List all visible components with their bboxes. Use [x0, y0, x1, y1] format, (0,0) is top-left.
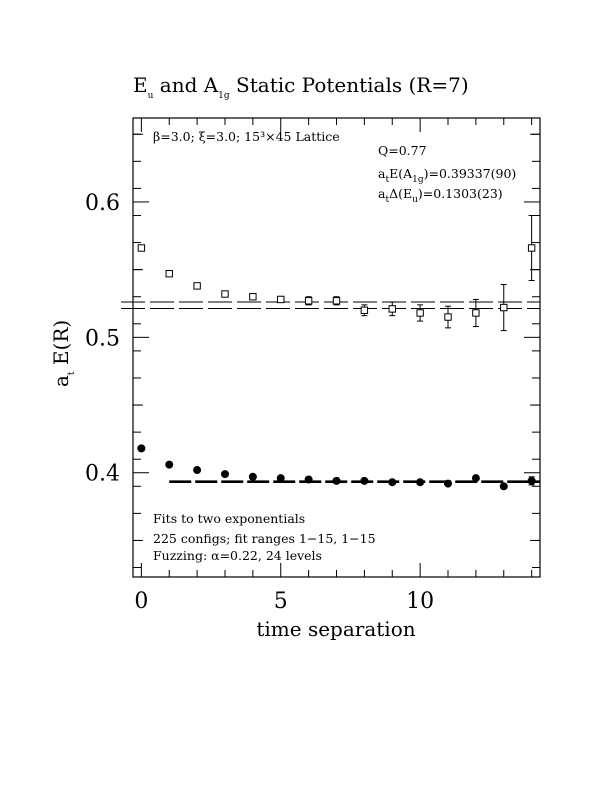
a1g-point	[137, 444, 146, 453]
eu-fit-mid: Δ(E	[389, 186, 412, 201]
a1g-fit-sub-t: t	[385, 175, 389, 185]
a1g-point	[388, 478, 397, 487]
eu-point	[165, 270, 173, 278]
a1g-point	[165, 460, 174, 469]
configs-annotation: 225 configs; fit ranges 1−15, 1−15	[153, 531, 376, 546]
x-tick-label: 10	[406, 589, 434, 614]
a1g-fit-sub-1g: 1g	[412, 175, 424, 185]
y-axis-label-tail: E(R)	[49, 320, 73, 372]
eu-point	[277, 295, 285, 304]
title-a1g-sub: 1g	[218, 91, 230, 101]
lattice-annotation: β=3.0; ξ=3.0; 15³×45 Lattice	[153, 129, 340, 144]
eu-point	[304, 297, 313, 305]
q-annotation: Q=0.77	[378, 143, 427, 158]
a1g-point	[248, 472, 257, 481]
eu-point	[332, 297, 341, 305]
a1g-fit-a: a	[378, 166, 386, 181]
data-points	[137, 214, 536, 491]
eu-point	[360, 306, 369, 314]
a1g-point	[304, 475, 313, 484]
y-axis-label: at E(R)	[49, 320, 77, 387]
title-and-a: and A	[153, 73, 218, 97]
fits-annotation: Fits to two exponentials	[153, 511, 305, 526]
fuzzing-annotation: Fuzzing: α=0.22, 24 levels	[153, 548, 322, 563]
a1g-point	[220, 470, 229, 479]
y-tick-labels: 0.4 0.5 0.6	[85, 191, 120, 487]
y-axis-label-sub: t	[67, 371, 77, 375]
a1g-fit-value: )=0.39337(90)	[424, 166, 517, 181]
x-tick-label: 0	[134, 589, 148, 614]
eu-point	[221, 290, 229, 298]
eu-point	[249, 293, 257, 301]
a1g-point	[444, 479, 453, 488]
x-tick-labels: 0 5 10	[134, 589, 434, 614]
eu-point	[500, 303, 508, 312]
a1g-point	[471, 474, 480, 483]
a1g-point	[499, 482, 508, 491]
chart-title: Eu and A1g Static Potentials (R=7)	[133, 73, 469, 101]
fit-lines	[121, 301, 540, 484]
title-tail: Static Potentials (R=7)	[230, 73, 469, 97]
title-eu: E	[133, 73, 148, 97]
title-eu-sub: u	[148, 91, 154, 101]
eu-fit-sub-u: u	[412, 195, 418, 205]
a1g-fit-mid: E(A	[389, 166, 413, 181]
eu-fit-annotation: atΔ(Eu)=0.1303(23)	[378, 186, 503, 205]
x-axis-label: time separation	[256, 617, 415, 641]
a1g-point	[332, 476, 341, 485]
a1g-point	[360, 476, 369, 485]
a1g-point	[416, 478, 425, 487]
a1g-point	[193, 466, 202, 475]
eu-point	[527, 244, 536, 252]
a1g-fit-annotation: atE(A1g)=0.39337(90)	[378, 166, 516, 185]
eu-point	[388, 305, 396, 313]
y-tick-label: 0.5	[85, 326, 120, 351]
x-tick-label: 5	[274, 589, 288, 614]
a1g-point	[276, 474, 285, 483]
eu-fit-a: a	[378, 186, 386, 201]
a1g-point	[527, 476, 536, 485]
eu-point	[137, 244, 146, 252]
eu-fit-value: )=0.1303(23)	[418, 186, 503, 201]
y-tick-label: 0.6	[85, 191, 120, 216]
y-tick-label: 0.4	[85, 462, 120, 487]
eu-point	[416, 309, 424, 317]
eu-point	[444, 313, 452, 321]
y-axis-label-a: a	[49, 375, 73, 387]
eu-fit-sub-t: t	[385, 195, 389, 205]
axis-ticks	[133, 118, 540, 577]
eu-point	[472, 309, 480, 317]
eu-point	[193, 282, 201, 290]
